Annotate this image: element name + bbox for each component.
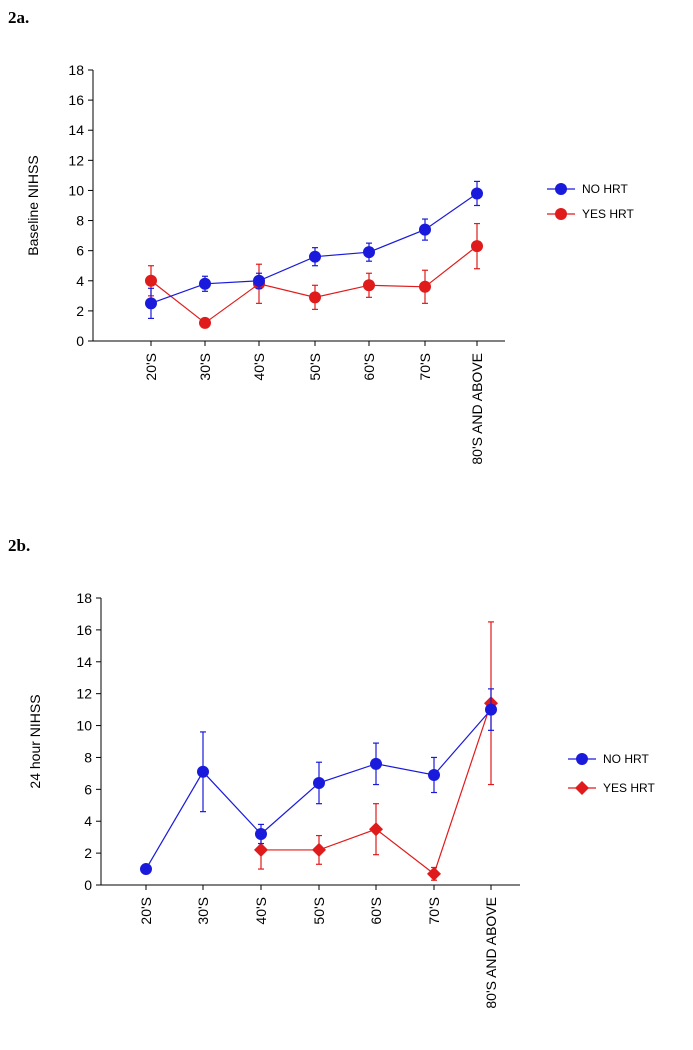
legend-label: NO HRT <box>603 752 649 766</box>
series-no-hrt <box>145 180 483 320</box>
x-tick-label: 50'S <box>311 897 327 925</box>
legend-label: YES HRT <box>582 207 634 221</box>
y-tick-label: 18 <box>68 62 84 78</box>
x-tick-label: 30'S <box>197 353 213 381</box>
legend-entry: YES HRT <box>547 207 634 221</box>
data-point <box>370 757 382 770</box>
data-point <box>363 246 375 259</box>
y-tick-label: 12 <box>76 686 92 702</box>
y-tick-label: 14 <box>68 122 84 138</box>
y-tick-label: 16 <box>76 622 92 638</box>
x-tick-label: 70'S <box>417 353 433 381</box>
data-point <box>145 297 157 310</box>
x-tick-label: 50'S <box>307 353 323 381</box>
data-point <box>419 280 431 293</box>
legend-entry: YES HRT <box>568 781 655 795</box>
y-tick-label: 14 <box>76 654 92 670</box>
y-tick-label: 2 <box>84 845 92 861</box>
y-axis-title: 24 hour NIHSS <box>27 694 43 788</box>
x-tick-label: 80'S AND ABOVE <box>469 353 485 465</box>
data-point <box>199 277 211 290</box>
x-tick-label: 30'S <box>195 897 211 925</box>
data-point <box>254 842 268 857</box>
data-point <box>485 703 497 716</box>
data-point <box>312 842 326 857</box>
y-tick-label: 12 <box>68 152 84 168</box>
chart-2: 0 2 4 6 8 10 12 14 16 18 20'S 30'S 40'S 50'S 60'S 70'S 8… <box>27 590 655 1009</box>
y-axis-title: Baseline NIHSS <box>25 155 41 255</box>
y-tick-label: 0 <box>76 333 84 349</box>
y-tick-label: 16 <box>68 92 84 108</box>
y-tick-label: 8 <box>76 213 84 229</box>
x-tick-label: 60'S <box>361 353 377 381</box>
y-tick-label: 4 <box>84 813 92 829</box>
data-point <box>471 240 483 253</box>
data-point <box>309 291 321 304</box>
legend-entry: NO HRT <box>547 182 628 196</box>
series-no-hrt <box>140 688 497 876</box>
legend-marker <box>555 183 567 195</box>
legend-entry: NO HRT <box>568 752 649 766</box>
y-tick-label: 10 <box>68 182 84 198</box>
series-yes-hrt <box>145 222 483 329</box>
legend-marker <box>555 208 567 220</box>
data-point <box>428 768 440 781</box>
data-point <box>313 776 325 789</box>
y-tick-label: 4 <box>76 273 84 289</box>
data-point <box>145 274 157 287</box>
y-tick-label: 18 <box>76 590 92 606</box>
x-tick-label: 40'S <box>253 897 269 925</box>
panel-label-2b: 2b. <box>8 536 31 555</box>
data-point <box>197 765 209 778</box>
legend-marker <box>575 781 589 795</box>
legend-marker <box>576 753 588 765</box>
legend-label: NO HRT <box>582 182 628 196</box>
x-tick-label: 60'S <box>368 897 384 925</box>
data-point <box>369 822 383 837</box>
data-point <box>140 863 152 876</box>
y-tick-label: 10 <box>76 718 92 734</box>
data-point <box>427 866 441 881</box>
y-tick-label: 6 <box>84 781 92 797</box>
data-point <box>255 827 267 840</box>
y-tick-label: 8 <box>84 749 92 765</box>
data-point <box>471 187 483 200</box>
legend-label: YES HRT <box>603 781 655 795</box>
x-tick-label: 70'S <box>426 897 442 925</box>
y-tick-label: 2 <box>76 303 84 319</box>
x-tick-label: 20'S <box>138 897 154 925</box>
panel-label-2a: 2a. <box>8 8 30 27</box>
x-tick-label: 80'S AND ABOVE <box>483 897 499 1009</box>
x-tick-label: 20'S <box>143 353 159 381</box>
data-point <box>253 274 265 287</box>
data-point <box>309 250 321 263</box>
y-tick-label: 0 <box>84 877 92 893</box>
data-point <box>363 279 375 292</box>
data-point <box>199 316 211 329</box>
x-tick-label: 40'S <box>251 353 267 381</box>
y-tick-label: 6 <box>76 243 84 259</box>
chart-1: 0 2 4 6 8 10 12 14 16 18 20'S 30'S 40'S 50'S 60'S 70'S 8… <box>25 62 634 465</box>
data-point <box>419 223 431 236</box>
